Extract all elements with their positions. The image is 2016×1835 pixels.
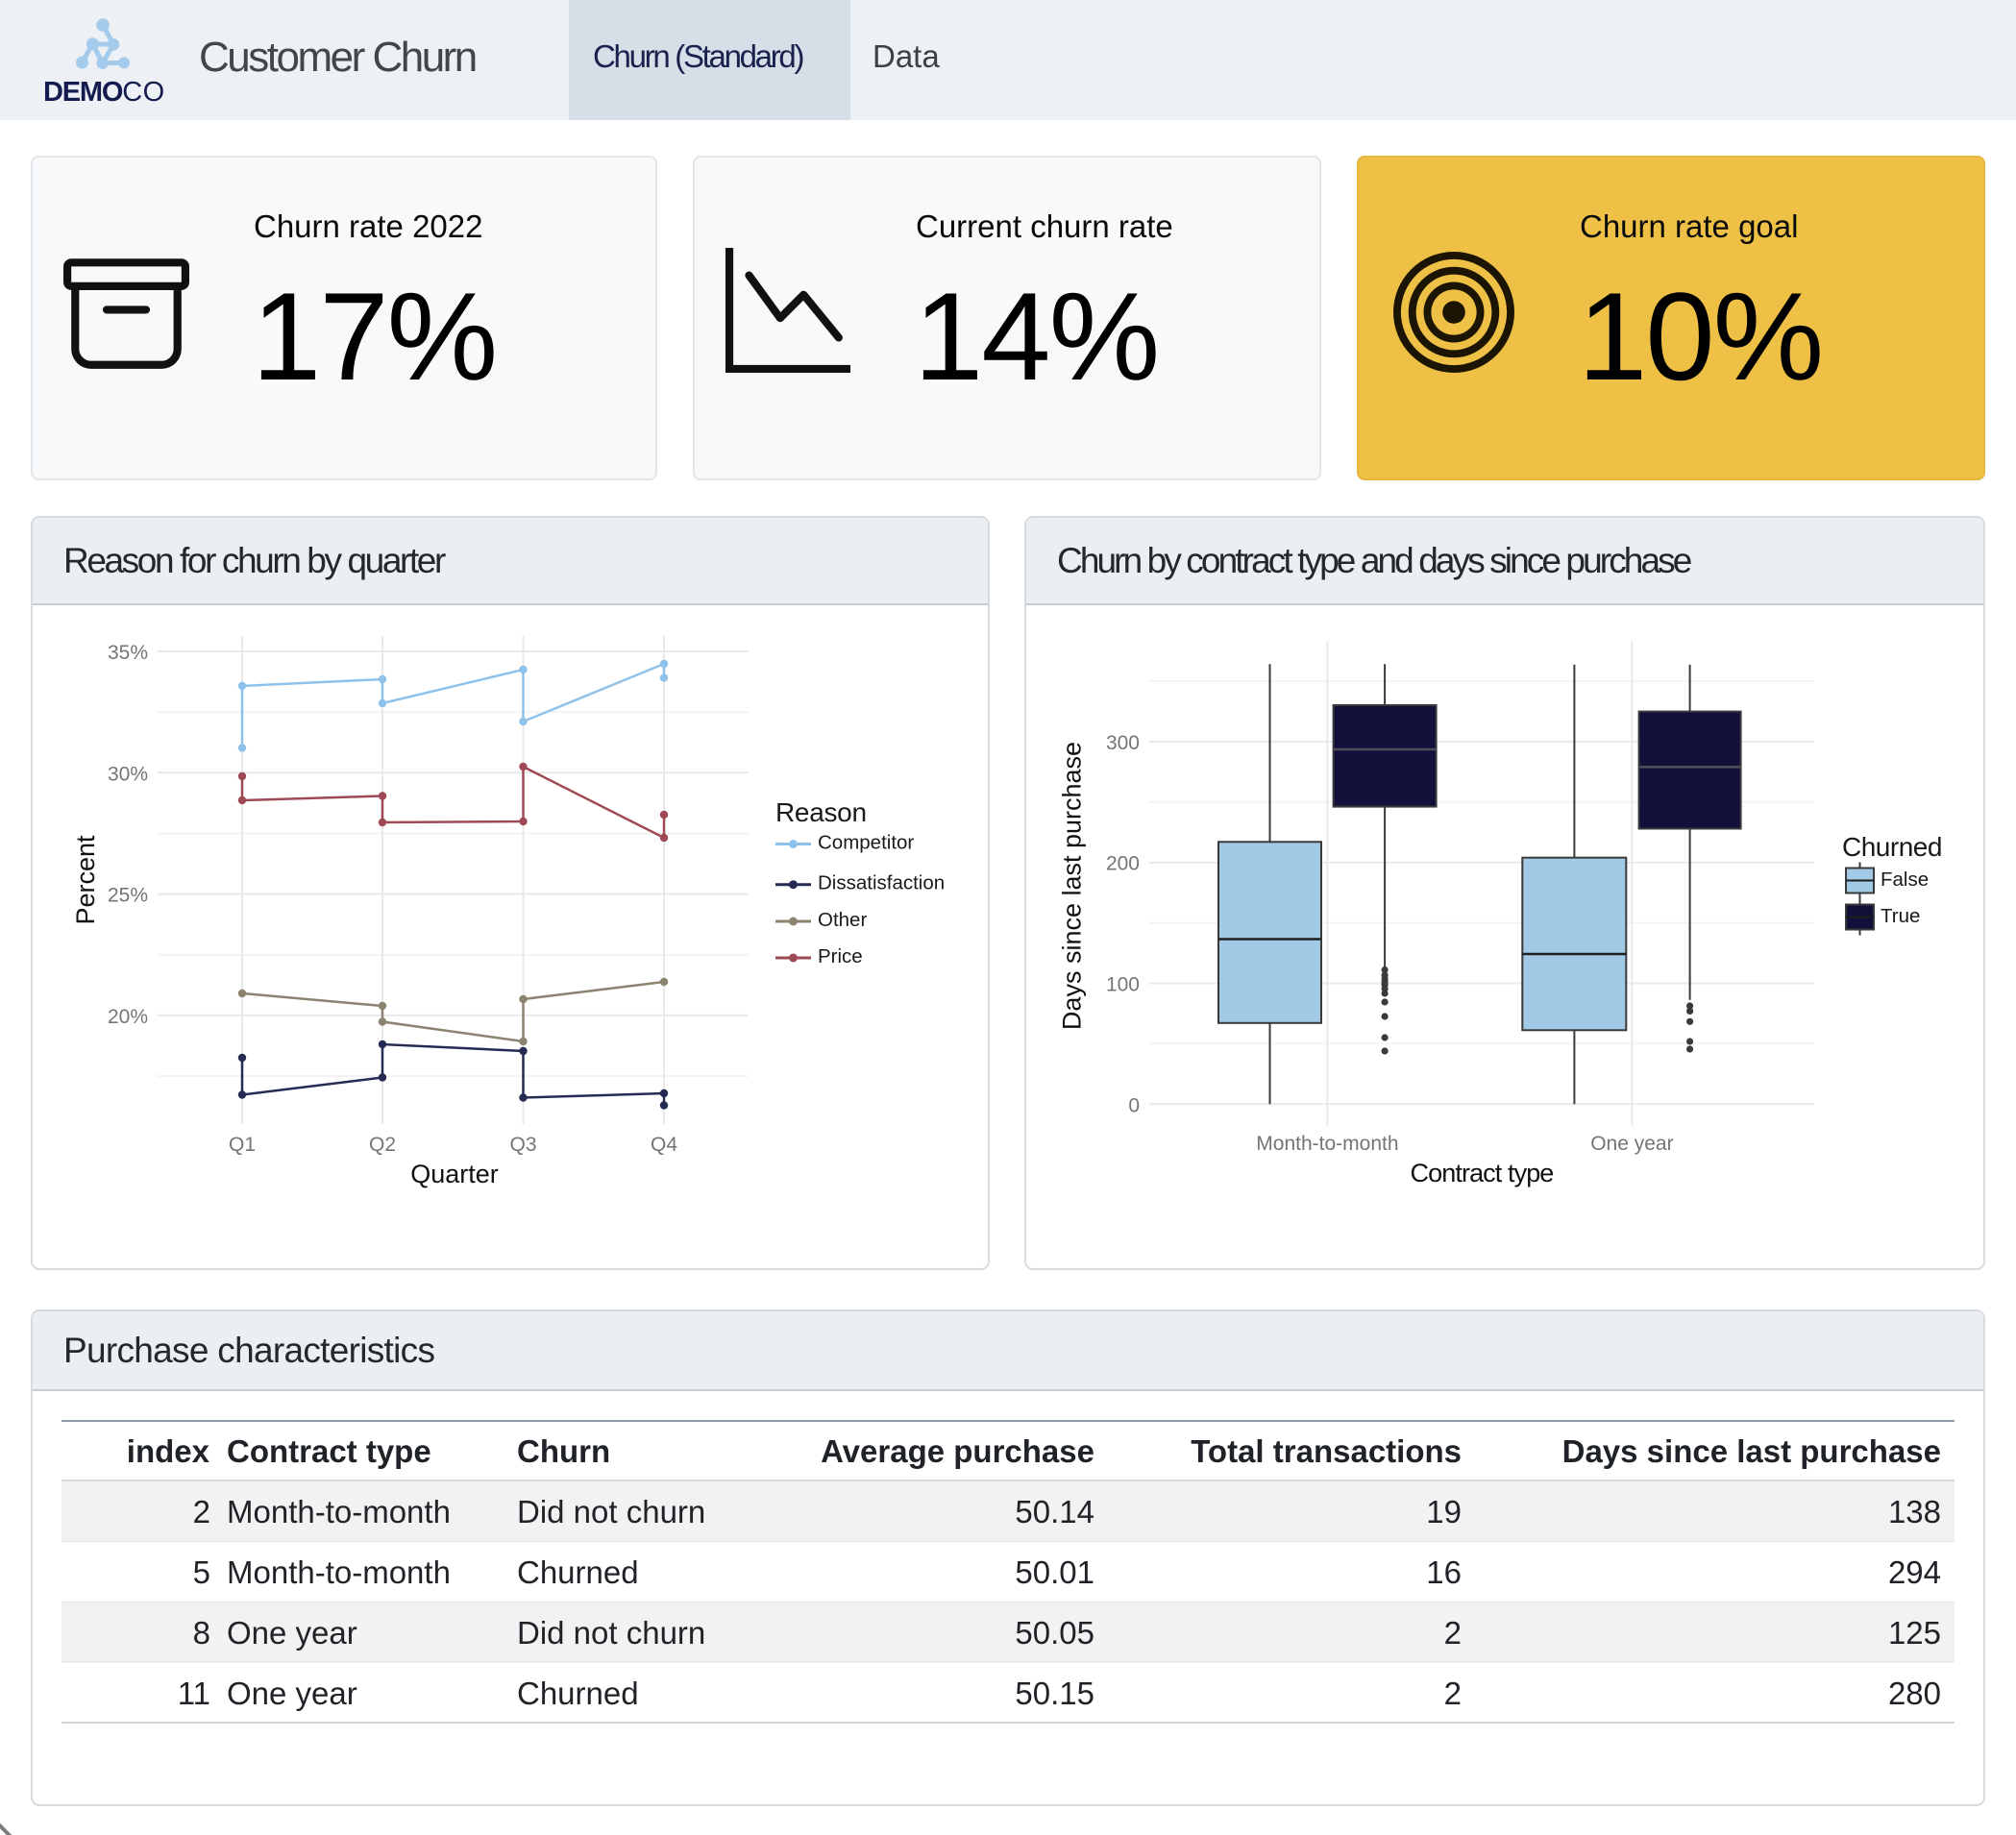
svg-text:Quarter: Quarter: [410, 1160, 499, 1188]
svg-text:Other: Other: [818, 909, 867, 931]
svg-text:True: True: [1881, 905, 1920, 927]
svg-text:False: False: [1881, 869, 1929, 891]
svg-text:25%: 25%: [108, 885, 148, 907]
svg-text:Percent: Percent: [71, 835, 100, 925]
svg-text:Dissatisfaction: Dissatisfaction: [818, 872, 945, 894]
svg-text:20%: 20%: [108, 1006, 148, 1028]
svg-text:Price: Price: [818, 945, 863, 967]
svg-text:DEMOCO: DEMOCO: [43, 77, 165, 106]
svg-text:300: 300: [1106, 732, 1140, 754]
svg-text:35%: 35%: [108, 642, 148, 664]
svg-text:100: 100: [1106, 974, 1140, 996]
svg-text:0: 0: [1128, 1094, 1140, 1116]
svg-text:Month-to-month: Month-to-month: [1256, 1133, 1398, 1155]
svg-text:Q1: Q1: [229, 1134, 256, 1156]
svg-text:One year: One year: [1590, 1133, 1673, 1155]
svg-text:Days since last purchase: Days since last purchase: [1058, 742, 1087, 1030]
svg-text:Reason: Reason: [775, 797, 867, 827]
svg-text:Q3: Q3: [509, 1134, 536, 1156]
svg-text:Churned: Churned: [1842, 832, 1942, 862]
svg-text:Q2: Q2: [369, 1134, 396, 1156]
svg-text:Competitor: Competitor: [818, 832, 914, 854]
svg-text:Contract type: Contract type: [1411, 1159, 1554, 1187]
svg-text:200: 200: [1106, 853, 1140, 875]
svg-text:Q4: Q4: [651, 1134, 677, 1156]
svg-text:30%: 30%: [108, 763, 148, 785]
